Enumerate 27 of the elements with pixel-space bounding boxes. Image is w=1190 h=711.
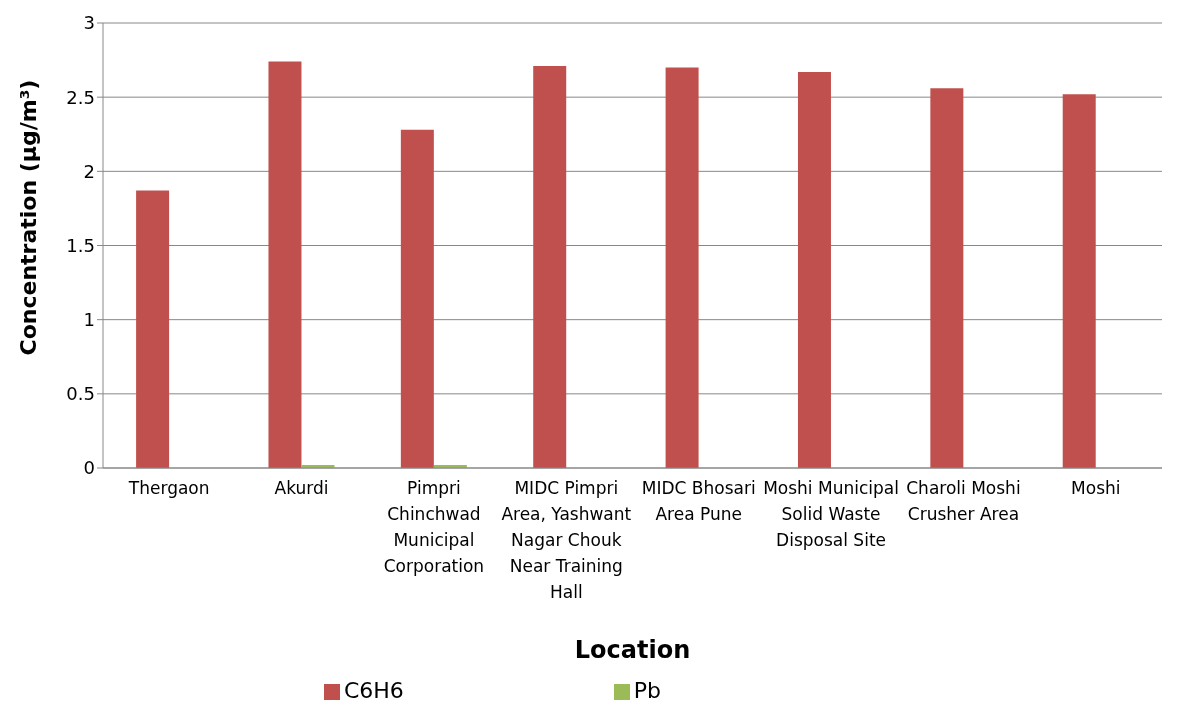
bar — [400, 129, 434, 468]
x-tick-label: Moshi — [1071, 478, 1121, 498]
y-tick-label: 2.5 — [66, 86, 95, 108]
y-tick-label: 1 — [83, 309, 95, 331]
y-tick-label: 2 — [83, 160, 95, 182]
y-tick-label: 0 — [83, 457, 95, 479]
y-axis-title: Concentration (µg/m³) — [15, 79, 41, 356]
bar — [665, 67, 699, 468]
x-tick-label: Akurdi — [274, 478, 329, 498]
bar — [136, 190, 170, 468]
y-tick-label: 3 — [83, 12, 95, 34]
bar — [268, 61, 302, 468]
bar — [797, 71, 831, 468]
x-tick-label: MIDC Pimpri Area, Yashwant Nagar Chouk Near Training Hall — [501, 478, 632, 602]
x-tick-label: MIDC Bhosari Area Pune — [641, 478, 756, 524]
x-tick-label: Pimpri Chinchwad Municipal Corporation — [383, 478, 485, 576]
legend-label: Pb — [633, 678, 662, 703]
y-tick-label: 0.5 — [66, 383, 95, 405]
x-tick-label: Thergaon — [127, 478, 210, 498]
bar — [930, 88, 964, 468]
legend-label: C6H6 — [343, 678, 404, 703]
x-tick-label: Charoli Moshi Crusher Area — [906, 478, 1021, 524]
bar — [1062, 94, 1096, 468]
x-tick-label: Moshi Municipal Solid Waste Disposal Site — [763, 478, 899, 550]
bar — [533, 66, 567, 468]
y-tick-label: 1.5 — [66, 234, 95, 256]
x-axis-title: Location — [574, 636, 691, 664]
